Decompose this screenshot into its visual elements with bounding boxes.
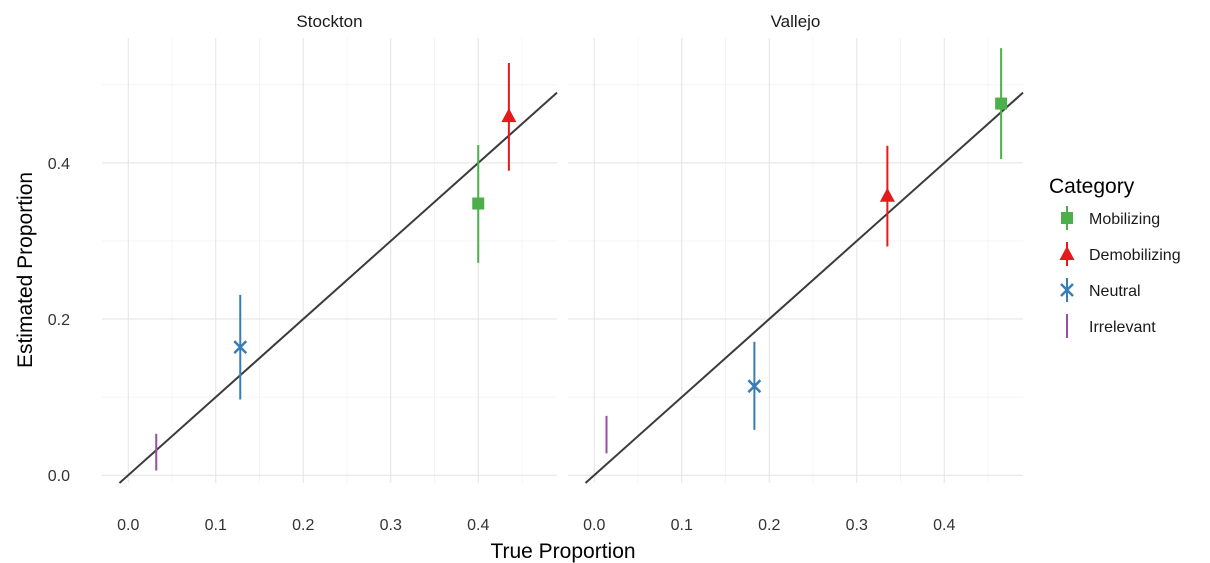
point-mobilizing	[995, 48, 1008, 160]
point-marker	[501, 108, 517, 123]
y-tick-label: 0.2	[48, 312, 70, 329]
legend-entry-neutral: Neutral	[1060, 278, 1141, 302]
x-tick-label: 0.0	[583, 517, 605, 534]
panel-stockton: Stockton 0.0 0.1 0.2 0.3 0.4 0.0 0.2 0.4	[48, 12, 558, 534]
y-tick-label: 0.4	[48, 156, 70, 173]
panel-title: Vallejo	[771, 12, 821, 31]
legend-key-marker	[1059, 246, 1075, 260]
y-tick-label: 0.0	[48, 468, 70, 485]
point-demobilizing	[501, 62, 517, 171]
point-mobilizing	[472, 144, 485, 263]
legend-label: Irrelevant	[1089, 319, 1156, 336]
x-tick-label: 0.1	[205, 517, 227, 534]
point-marker	[995, 97, 1008, 110]
legend-title: Category	[1049, 175, 1135, 198]
point-demobilizing	[879, 145, 895, 247]
panel-title: Stockton	[296, 12, 362, 31]
legend-label: Mobilizing	[1089, 211, 1160, 228]
x-tick-label: 0.4	[467, 517, 489, 534]
legend-key-marker	[1061, 212, 1073, 224]
x-tick-label: 0.2	[292, 517, 314, 534]
legend-entry-demobilizing: Demobilizing	[1059, 242, 1181, 266]
point-marker	[472, 197, 485, 210]
reference-line	[584, 91, 1024, 484]
axis-titles: True Proportion Estimated Proportion	[14, 172, 636, 563]
panel-vallejo: Vallejo 0.0 0.1 0.2 0.3 0.4	[568, 12, 1024, 534]
legend-entry-mobilizing: Mobilizing	[1061, 206, 1160, 230]
point-marker	[747, 379, 762, 394]
x-tick-label: 0.0	[117, 517, 139, 534]
legend-label: Demobilizing	[1089, 247, 1181, 264]
x-tick-label: 0.2	[758, 517, 780, 534]
point-neutral	[233, 294, 248, 400]
point-marker	[879, 187, 895, 202]
legend: Category Mobilizing Demobilizing Neutral Ir…	[1049, 175, 1181, 338]
legend-entries: Mobilizing Demobilizing Neutral Irrelevant	[1059, 206, 1181, 338]
x-tick-label: 0.4	[933, 517, 955, 534]
legend-label: Neutral	[1089, 283, 1141, 300]
legend-entry-irrelevant: Irrelevant	[1066, 314, 1156, 338]
reference-line	[118, 91, 558, 484]
x-axis-title: True Proportion	[490, 540, 635, 563]
y-axis-title: Estimated Proportion	[14, 172, 37, 368]
point-neutral	[747, 341, 762, 430]
x-tick-label: 0.3	[380, 517, 402, 534]
point-marker	[233, 340, 248, 355]
x-tick-label: 0.1	[671, 517, 693, 534]
x-tick-label: 0.3	[846, 517, 868, 534]
legend-key-marker	[1060, 283, 1074, 297]
panels-layer: Stockton 0.0 0.1 0.2 0.3 0.4 0.0 0.2 0.4 Vallejo 0…	[48, 12, 1024, 534]
